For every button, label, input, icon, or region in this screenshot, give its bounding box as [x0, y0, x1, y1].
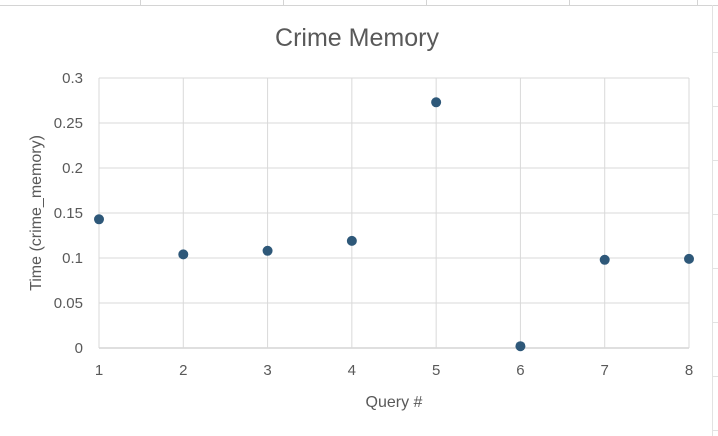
y-tick-label: 0.3	[62, 70, 83, 87]
row-divider	[712, 376, 718, 377]
row-divider	[712, 52, 718, 53]
data-point[interactable]	[346, 235, 357, 246]
y-tick-label: 0.15	[54, 205, 83, 222]
chart-frame-edge	[712, 5, 713, 436]
y-axis-ticks: 0 0.05 0.1 0.15 0.2 0.25 0.3	[54, 70, 83, 357]
column-header-border	[0, 5, 718, 6]
row-divider	[712, 322, 718, 323]
gridlines	[98, 77, 690, 349]
column-divider	[426, 0, 427, 5]
row-divider	[712, 214, 718, 215]
x-tick-label: 4	[348, 362, 356, 379]
x-tick-label: 8	[685, 362, 693, 379]
x-tick-label: 6	[516, 362, 524, 379]
y-tick-label: 0.05	[54, 295, 83, 312]
row-divider	[712, 160, 718, 161]
y-tick-label: 0.1	[62, 250, 83, 267]
column-divider	[569, 0, 570, 5]
data-point[interactable]	[431, 97, 442, 108]
row-divider	[712, 268, 718, 269]
data-point[interactable]	[684, 253, 694, 264]
y-tick-label: 0.2	[62, 160, 83, 177]
x-tick-label: 1	[95, 362, 103, 379]
x-axis-label: Query #	[366, 394, 423, 411]
column-divider	[140, 0, 141, 5]
chart-title: Crime Memory	[275, 24, 439, 52]
data-series[interactable]	[94, 97, 694, 352]
y-tick-label: 0.25	[54, 115, 83, 132]
data-point[interactable]	[94, 214, 104, 225]
data-point[interactable]	[599, 254, 610, 265]
x-tick-label: 2	[179, 362, 187, 379]
x-tick-label: 3	[263, 362, 271, 379]
y-tick-label: 0	[75, 340, 83, 357]
data-point[interactable]	[262, 245, 273, 256]
data-point[interactable]	[178, 249, 189, 260]
column-divider	[697, 0, 698, 5]
y-axis-label: Time (crime_memory)	[28, 135, 45, 291]
x-tick-label: 5	[432, 362, 440, 379]
row-divider	[712, 106, 718, 107]
x-tick-label: 7	[601, 362, 609, 379]
x-axis-ticks: 1 2 3 4 5 6 7 8	[95, 362, 693, 379]
data-point[interactable]	[515, 341, 526, 352]
row-divider	[712, 430, 718, 431]
column-divider	[283, 0, 284, 5]
